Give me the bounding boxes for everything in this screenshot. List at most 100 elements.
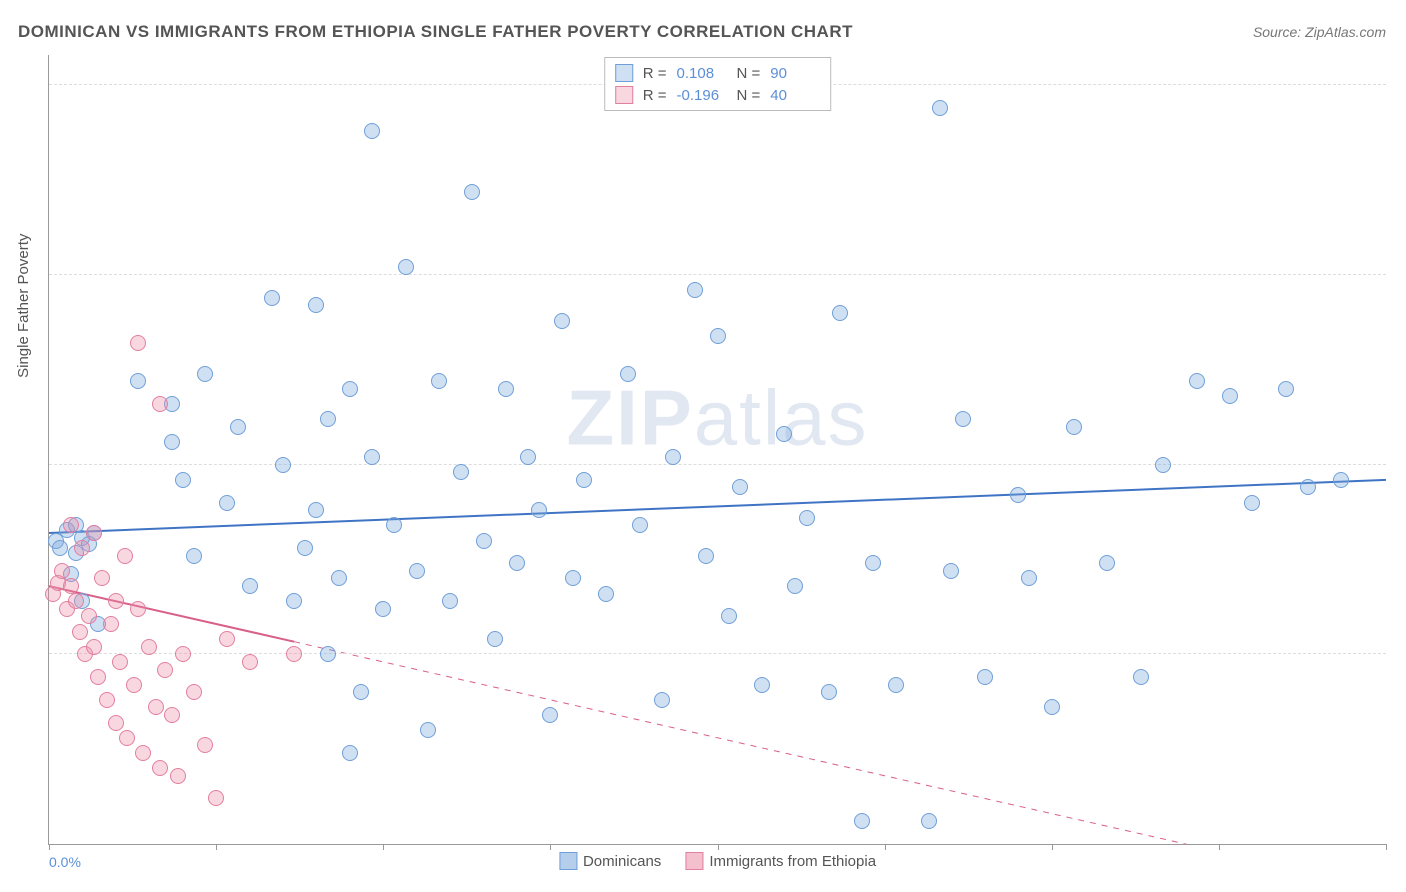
scatter-point-series-0: [186, 548, 202, 564]
scatter-point-series-1: [63, 517, 79, 533]
scatter-point-series-0: [865, 555, 881, 571]
legend-swatch-bottom-0: [559, 852, 577, 870]
scatter-point-series-1: [103, 616, 119, 632]
r-value-1: -0.196: [677, 87, 727, 104]
scatter-point-series-0: [854, 813, 870, 829]
scatter-point-series-0: [219, 495, 235, 511]
scatter-point-series-1: [54, 563, 70, 579]
scatter-point-series-0: [386, 517, 402, 533]
scatter-point-series-0: [308, 297, 324, 313]
scatter-point-series-0: [320, 646, 336, 662]
scatter-point-series-0: [710, 328, 726, 344]
legend-item-1: Immigrants from Ethiopia: [685, 852, 876, 870]
scatter-point-series-0: [1099, 555, 1115, 571]
scatter-point-series-0: [464, 184, 480, 200]
scatter-point-series-0: [721, 608, 737, 624]
legend-swatch-bottom-1: [685, 852, 703, 870]
scatter-point-series-0: [509, 555, 525, 571]
scatter-point-series-1: [170, 768, 186, 784]
scatter-point-series-0: [565, 570, 581, 586]
scatter-point-series-1: [90, 669, 106, 685]
scatter-point-series-0: [787, 578, 803, 594]
scatter-point-series-0: [687, 282, 703, 298]
x-tick: [383, 844, 384, 850]
scatter-point-series-0: [576, 472, 592, 488]
x-tick: [550, 844, 551, 850]
scatter-point-series-0: [164, 434, 180, 450]
y-tick-label: 12.5%: [1391, 646, 1406, 662]
scatter-point-series-0: [420, 722, 436, 738]
x-tick: [1052, 844, 1053, 850]
source-prefix: Source:: [1253, 24, 1305, 40]
scatter-point-series-0: [130, 373, 146, 389]
scatter-point-series-0: [487, 631, 503, 647]
x-tick-label: 0.0%: [49, 854, 81, 870]
y-tick-label: 37.5%: [1391, 267, 1406, 283]
scatter-point-series-1: [99, 692, 115, 708]
scatter-point-series-0: [275, 457, 291, 473]
scatter-point-series-0: [375, 601, 391, 617]
scatter-point-series-0: [654, 692, 670, 708]
scatter-point-series-0: [286, 593, 302, 609]
scatter-point-series-1: [148, 699, 164, 715]
scatter-point-series-1: [81, 608, 97, 624]
legend-label-0: Dominicans: [583, 853, 661, 870]
legend-swatch-0: [615, 64, 633, 82]
scatter-point-series-0: [776, 426, 792, 442]
scatter-point-series-0: [1300, 479, 1316, 495]
scatter-point-series-1: [130, 335, 146, 351]
scatter-point-series-0: [620, 366, 636, 382]
source-attribution: Source: ZipAtlas.com: [1253, 24, 1386, 40]
y-tick-label: 25.0%: [1391, 457, 1406, 473]
scatter-point-series-0: [955, 411, 971, 427]
scatter-point-series-0: [1278, 381, 1294, 397]
scatter-point-series-1: [130, 601, 146, 617]
scatter-point-series-0: [197, 366, 213, 382]
scatter-point-series-1: [152, 760, 168, 776]
scatter-point-series-0: [264, 290, 280, 306]
scatter-point-series-0: [732, 479, 748, 495]
x-tick: [1386, 844, 1387, 850]
scatter-point-series-0: [1189, 373, 1205, 389]
n-label-1: N =: [737, 87, 761, 104]
scatter-point-series-0: [542, 707, 558, 723]
scatter-point-series-1: [175, 646, 191, 662]
scatter-point-series-0: [598, 586, 614, 602]
scatter-point-series-0: [353, 684, 369, 700]
y-gridline: [49, 464, 1386, 465]
n-value-0: 90: [770, 65, 820, 82]
scatter-point-series-1: [152, 396, 168, 412]
scatter-point-series-0: [476, 533, 492, 549]
scatter-point-series-1: [108, 593, 124, 609]
scatter-point-series-0: [1044, 699, 1060, 715]
scatter-point-series-0: [799, 510, 815, 526]
r-label-0: R =: [643, 65, 667, 82]
scatter-point-series-1: [86, 525, 102, 541]
scatter-point-series-1: [286, 646, 302, 662]
scatter-point-series-0: [520, 449, 536, 465]
scatter-point-series-1: [219, 631, 235, 647]
watermark-rest: atlas: [694, 373, 869, 461]
scatter-point-series-1: [108, 715, 124, 731]
source-name: ZipAtlas.com: [1305, 24, 1386, 40]
scatter-point-series-0: [453, 464, 469, 480]
y-gridline: [49, 274, 1386, 275]
scatter-point-series-0: [832, 305, 848, 321]
trend-line-solid: [49, 480, 1386, 533]
scatter-point-series-0: [932, 100, 948, 116]
scatter-point-series-1: [186, 684, 202, 700]
scatter-point-series-0: [665, 449, 681, 465]
scatter-point-series-0: [1066, 419, 1082, 435]
scatter-point-series-0: [442, 593, 458, 609]
scatter-point-series-0: [342, 745, 358, 761]
x-tick: [49, 844, 50, 850]
legend-swatch-1: [615, 86, 633, 104]
legend-stats-row-1: R = -0.196 N = 40: [615, 84, 821, 106]
scatter-point-series-0: [364, 449, 380, 465]
scatter-point-series-1: [94, 570, 110, 586]
scatter-point-series-0: [1244, 495, 1260, 511]
scatter-point-series-0: [297, 540, 313, 556]
chart-title: DOMINICAN VS IMMIGRANTS FROM ETHIOPIA SI…: [18, 22, 853, 42]
watermark-bold: ZIP: [566, 373, 693, 461]
watermark: ZIPatlas: [566, 372, 868, 463]
